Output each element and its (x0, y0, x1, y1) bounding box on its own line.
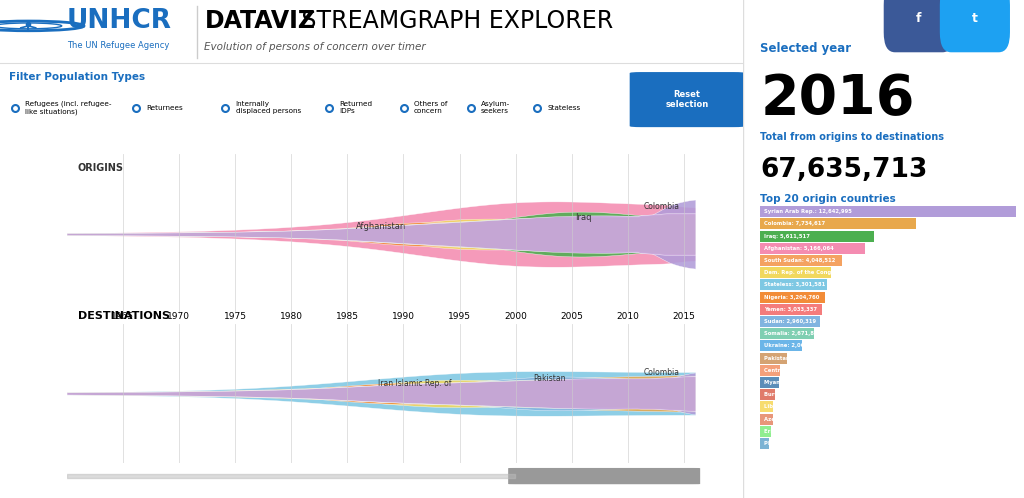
Bar (760, 206, 1016, 217)
Text: Sudan: 2,960,319: Sudan: 2,960,319 (764, 319, 816, 324)
Text: Iraq: 5,611,517: Iraq: 5,611,517 (764, 234, 810, 239)
FancyBboxPatch shape (884, 0, 954, 52)
Text: Refugees (incl. refugee-
like situations): Refugees (incl. refugee- like situations… (26, 101, 112, 115)
FancyBboxPatch shape (940, 0, 1010, 52)
FancyBboxPatch shape (508, 468, 700, 484)
Text: Burundi: 741,798: Burundi: 741,798 (764, 392, 815, 397)
Text: 1995: 1995 (449, 312, 471, 321)
Bar (760, 365, 780, 375)
Text: Myanmar: 922,899: Myanmar: 922,899 (764, 380, 819, 385)
Text: 1985: 1985 (336, 312, 358, 321)
Text: Afghanistan: Afghanistan (355, 222, 407, 231)
Text: Stateless: Stateless (548, 105, 582, 111)
Text: f: f (916, 12, 922, 25)
Text: Selected year: Selected year (760, 42, 851, 55)
Text: 2005: 2005 (560, 312, 584, 321)
Text: Pakistan: 1,326,401: Pakistan: 1,326,401 (764, 356, 823, 361)
Bar (760, 401, 773, 412)
Text: Eritrea: 523,670: Eritrea: 523,670 (764, 429, 812, 434)
Text: Others of
concern: Others of concern (414, 102, 447, 115)
Text: DESTINATIONS: DESTINATIONS (78, 311, 170, 321)
Text: Somalia: 2,671,854: Somalia: 2,671,854 (764, 331, 821, 336)
Bar (760, 231, 873, 242)
Text: UNHCR: UNHCR (67, 7, 172, 34)
Text: Reset
selection: Reset selection (666, 90, 709, 109)
Text: t: t (972, 12, 978, 25)
Text: South Sudan: 4,048,512: South Sudan: 4,048,512 (764, 258, 835, 263)
Text: Evolution of persons of concern over timer: Evolution of persons of concern over tim… (205, 42, 426, 52)
Text: Nigeria: 3,204,760: Nigeria: 3,204,760 (764, 294, 819, 300)
Text: Colombia: Colombia (644, 202, 680, 211)
Text: Total from origins to destinations: Total from origins to destinations (760, 132, 944, 142)
Text: Internally
displaced persons: Internally displaced persons (236, 102, 301, 115)
Text: 2000: 2000 (504, 312, 527, 321)
Text: Dem. Rep. of the Congo: 3,495,136: Dem. Rep. of the Congo: 3,495,136 (764, 270, 868, 275)
Text: Filter Population Types: Filter Population Types (9, 72, 145, 82)
Text: STREAMGRAPH EXPLORER: STREAMGRAPH EXPLORER (294, 9, 613, 33)
Text: 1980: 1980 (280, 312, 303, 321)
Text: 2015: 2015 (673, 312, 695, 321)
Text: 2010: 2010 (616, 312, 639, 321)
Text: Iraq: Iraq (574, 213, 591, 222)
Text: 1990: 1990 (392, 312, 415, 321)
Text: 1965: 1965 (112, 312, 134, 321)
Bar (760, 377, 779, 388)
Text: Afghanistan: 5,166,064: Afghanistan: 5,166,064 (764, 246, 834, 251)
Text: Central African Rep.: 968,627: Central African Rep.: 968,627 (764, 368, 852, 373)
Bar (760, 304, 821, 315)
Text: Colombia: Colombia (644, 368, 680, 377)
Text: Azerbaijan: 631,291: Azerbaijan: 631,291 (764, 416, 823, 422)
Text: The UN Refugee Agency: The UN Refugee Agency (67, 41, 169, 50)
Text: Iran Islamic Rep. of: Iran Islamic Rep. of (378, 379, 452, 388)
Bar (760, 218, 916, 229)
Bar (760, 316, 820, 327)
Bar (760, 243, 864, 254)
Text: 1975: 1975 (223, 312, 247, 321)
Bar (760, 353, 787, 364)
Text: DATAVIZ: DATAVIZ (205, 9, 315, 33)
Bar (760, 426, 771, 437)
Text: Philippines: 426,600: Philippines: 426,600 (764, 441, 825, 446)
Text: Asylum-
seekers: Asylum- seekers (481, 102, 510, 115)
Text: Libya: 639,632: Libya: 639,632 (764, 404, 808, 409)
Bar (760, 292, 825, 303)
Text: 1970: 1970 (167, 312, 190, 321)
Text: Ukraine: 2,066,876: Ukraine: 2,066,876 (764, 343, 821, 349)
Bar (760, 267, 830, 278)
Text: Returnees: Returnees (146, 105, 183, 111)
Text: 2016: 2016 (760, 72, 914, 126)
Text: Yemen: 3,033,337: Yemen: 3,033,337 (764, 307, 816, 312)
Text: Pakistan: Pakistan (534, 374, 565, 383)
Text: Top 20 origin countries: Top 20 origin countries (760, 194, 896, 204)
Bar (760, 255, 842, 266)
Text: Colombia: 7,734,617: Colombia: 7,734,617 (764, 221, 824, 227)
Bar (760, 413, 773, 424)
Bar (760, 328, 814, 339)
Text: Stateless: 3,301,581: Stateless: 3,301,581 (764, 282, 825, 287)
Text: Returned
IDPs: Returned IDPs (340, 102, 373, 115)
Bar (760, 279, 827, 290)
Text: Syrian Arab Rep.: 12,642,995: Syrian Arab Rep.: 12,642,995 (764, 209, 852, 214)
Bar (760, 438, 769, 449)
FancyBboxPatch shape (630, 72, 744, 127)
Text: 67,635,713: 67,635,713 (760, 157, 928, 183)
Bar (760, 389, 775, 400)
Bar (760, 341, 802, 352)
Text: ORIGINS: ORIGINS (78, 163, 124, 173)
